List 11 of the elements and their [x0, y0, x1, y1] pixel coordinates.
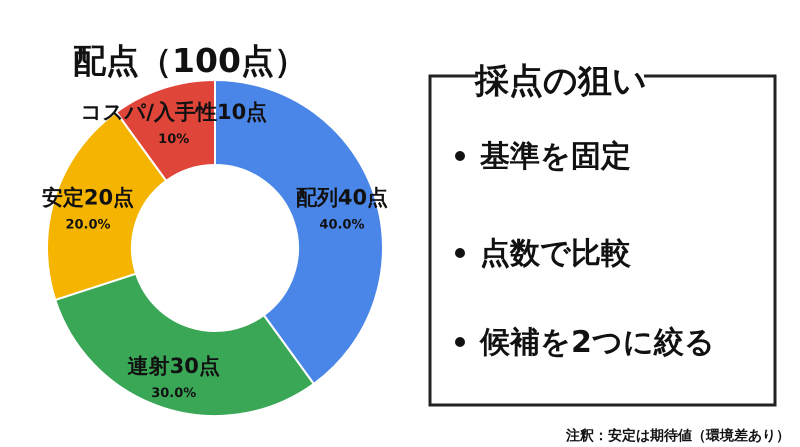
text: 点数で比較	[480, 236, 631, 271]
slice-label: 連射30点	[128, 354, 220, 378]
data-label: 10%	[158, 132, 190, 148]
text: 候補を2つに絞る	[479, 325, 715, 360]
data-label: 30.0%	[151, 386, 196, 401]
text: 注釈：安定は期待値（環境差あり）	[565, 427, 790, 444]
text: 基準を固定	[479, 139, 631, 174]
chart-title: 配点（100点）	[73, 41, 307, 80]
text: 採点の狙い	[474, 61, 647, 101]
data-label: 20.0%	[65, 218, 111, 233]
data-label: 40.0%	[319, 218, 365, 233]
